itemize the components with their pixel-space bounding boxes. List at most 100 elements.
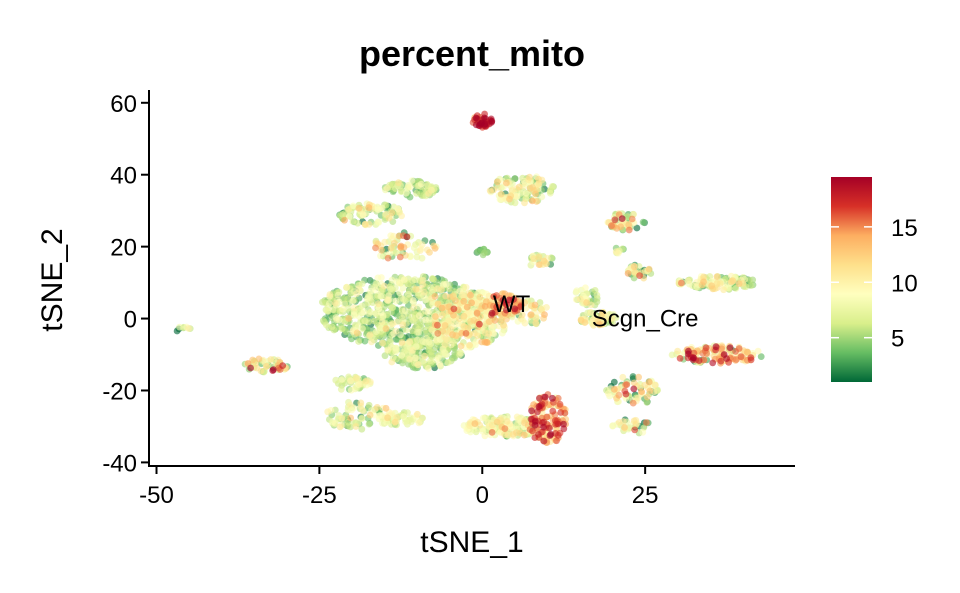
- data-point: [538, 193, 546, 201]
- data-point: [411, 354, 419, 362]
- data-point: [629, 399, 637, 407]
- data-point: [521, 319, 529, 327]
- x-axis-title: tSNE_1: [420, 526, 523, 559]
- data-point: [645, 265, 653, 273]
- data-point: [333, 316, 341, 323]
- y-tick-label: 20: [110, 235, 137, 262]
- data-point: [541, 393, 549, 401]
- data-point: [415, 419, 423, 427]
- data-point: [365, 204, 373, 212]
- data-point: [392, 297, 400, 305]
- data-point: [488, 429, 496, 436]
- data-point: [414, 336, 421, 344]
- data-point: [368, 338, 375, 346]
- data-point: [398, 339, 406, 346]
- data-point: [343, 283, 351, 291]
- data-point: [532, 190, 539, 198]
- data-point: [365, 401, 373, 409]
- data-point: [384, 414, 391, 422]
- data-point: [428, 326, 436, 334]
- data-point: [501, 431, 509, 439]
- data-point: [444, 359, 452, 366]
- data-point: [425, 364, 432, 372]
- x-tick-label: 25: [632, 482, 659, 509]
- data-point: [744, 348, 751, 356]
- data-point: [375, 412, 383, 420]
- data-point: [526, 173, 533, 181]
- data-point: [420, 289, 428, 296]
- data-point: [395, 179, 402, 187]
- data-point: [331, 299, 339, 307]
- data-point: [503, 306, 510, 314]
- data-point: [488, 309, 496, 317]
- data-point: [735, 280, 743, 288]
- data-point: [405, 291, 412, 298]
- data-point: [541, 311, 548, 318]
- data-point: [593, 298, 601, 306]
- data-point: [638, 388, 645, 395]
- colorbar: [831, 177, 872, 382]
- data-point: [628, 215, 636, 223]
- data-point: [388, 358, 396, 366]
- data-point: [449, 331, 456, 339]
- data-point: [387, 244, 395, 252]
- data-point: [643, 393, 651, 401]
- data-point: [419, 281, 426, 288]
- data-point: [460, 297, 468, 305]
- data-point: [481, 338, 489, 346]
- data-point: [407, 183, 414, 191]
- data-point: [678, 279, 685, 287]
- data-point: [429, 300, 436, 308]
- data-point: [557, 409, 565, 416]
- data-point: [357, 399, 365, 407]
- data-point: [497, 316, 505, 324]
- data-point: [634, 394, 642, 402]
- data-point: [450, 311, 457, 319]
- data-point: [462, 283, 470, 291]
- data-point: [639, 218, 647, 226]
- data-point: [400, 276, 408, 283]
- data-point: [362, 377, 370, 385]
- y-axis-title: tSNE_2: [36, 228, 69, 331]
- data-point: [428, 352, 435, 359]
- data-point: [690, 354, 697, 362]
- data-point: [535, 403, 543, 411]
- data-point: [546, 432, 554, 439]
- data-point: [365, 420, 373, 428]
- data-point: [532, 319, 540, 327]
- data-point: [531, 421, 539, 429]
- data-point: [493, 178, 501, 186]
- data-point: [434, 321, 441, 329]
- data-point: [346, 401, 354, 409]
- data-point: [402, 189, 410, 197]
- data-point: [499, 329, 506, 337]
- data-point: [513, 413, 521, 421]
- y-tick-label: -20: [102, 378, 137, 405]
- data-point: [635, 263, 643, 270]
- data-point: [412, 323, 420, 331]
- data-point: [528, 197, 536, 205]
- data-point: [757, 353, 765, 360]
- data-point: [401, 307, 409, 314]
- data-point: [639, 429, 647, 436]
- data-point: [684, 277, 692, 284]
- data-point: [409, 347, 417, 354]
- data-point: [621, 424, 628, 431]
- data-point: [412, 285, 420, 293]
- data-point: [506, 195, 513, 203]
- data-point: [392, 327, 400, 335]
- x-tick-label: -25: [302, 482, 337, 509]
- data-point: [384, 346, 392, 354]
- data-point: [700, 278, 707, 286]
- data-point: [375, 300, 382, 308]
- data-point: [535, 261, 543, 268]
- data-point: [399, 321, 407, 329]
- y-axis: -40 -20 0 20 40 60 tSNE_2: [36, 90, 150, 477]
- data-point: [373, 404, 381, 411]
- data-point: [438, 311, 446, 319]
- x-ticks: -50 -25 0 25: [139, 466, 659, 509]
- data-point: [503, 418, 511, 425]
- data-point: [422, 316, 429, 324]
- data-point: [611, 216, 619, 224]
- data-point: [553, 437, 560, 445]
